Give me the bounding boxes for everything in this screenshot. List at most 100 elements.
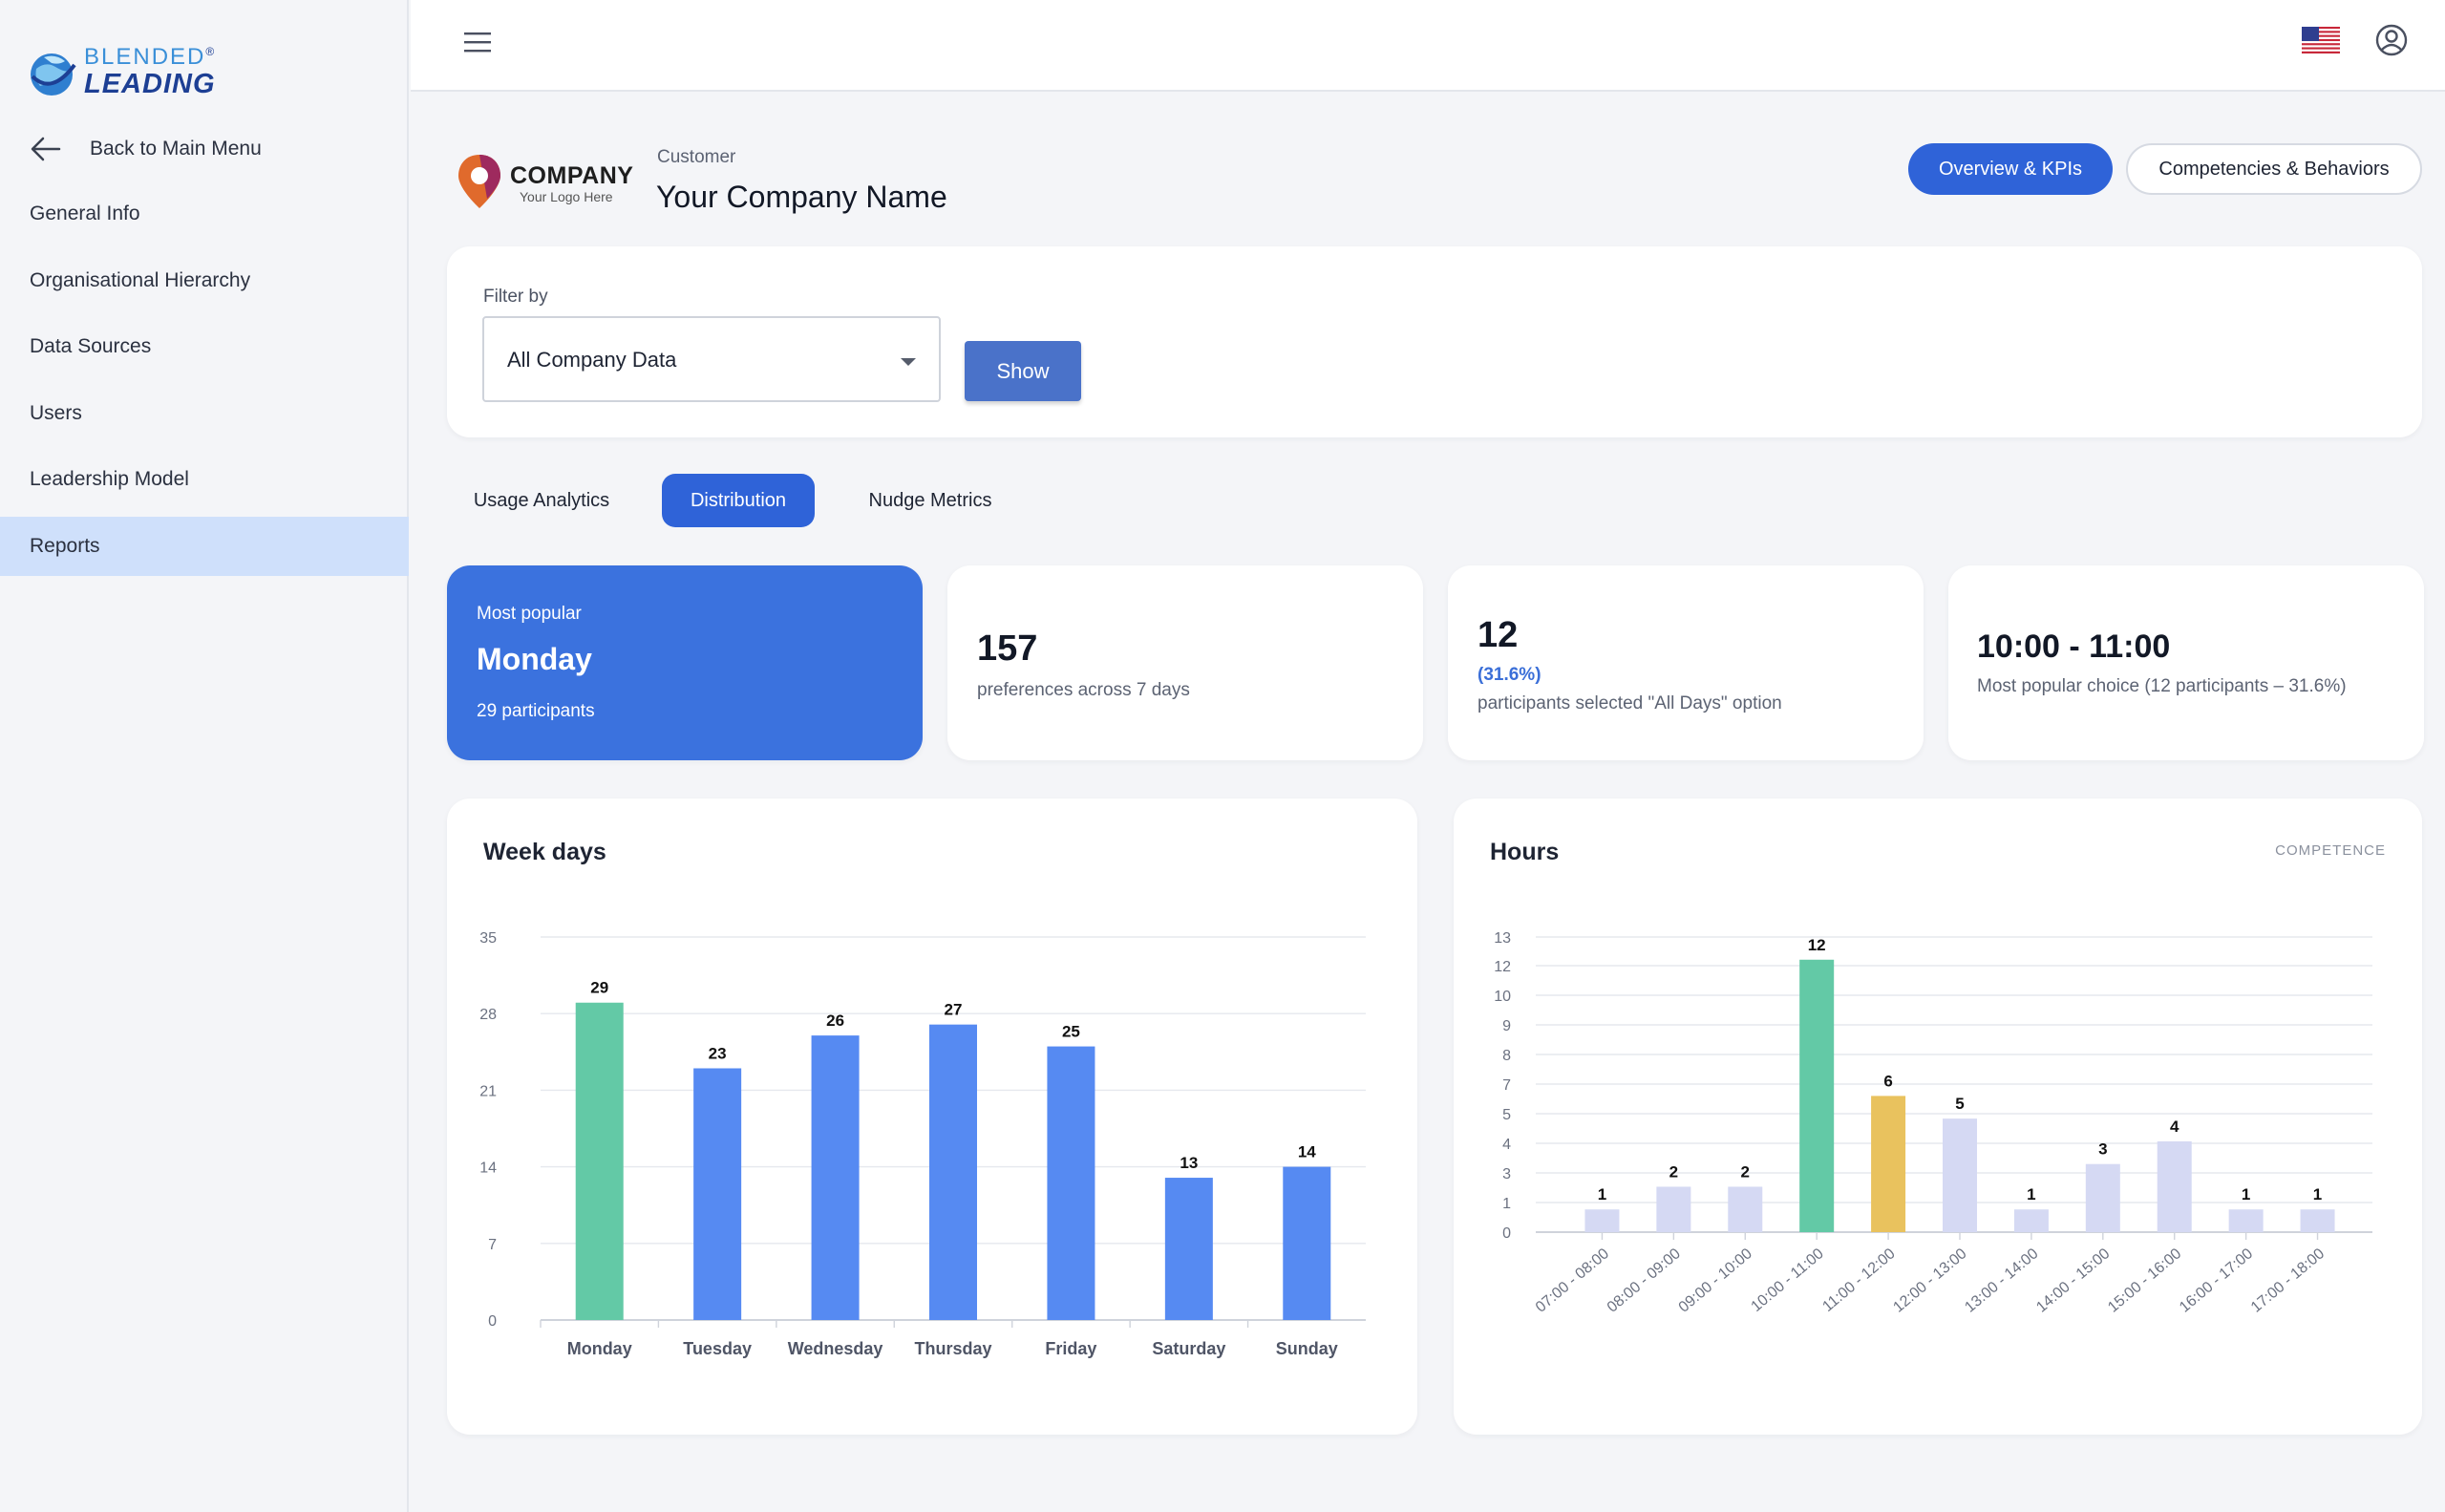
- data-label: 2: [1741, 1162, 1750, 1181]
- kpi-all-days-pct: (31.6%): [1478, 665, 1541, 685]
- bar: [1871, 1096, 1906, 1232]
- sidebar-item-data-sources[interactable]: Data Sources: [30, 335, 152, 357]
- data-label: 14: [1298, 1143, 1316, 1161]
- x-tick-label: 15:00 - 16:00: [2105, 1246, 2184, 1316]
- bar: [2300, 1209, 2335, 1232]
- x-tick-label: Saturday: [1152, 1339, 1225, 1358]
- y-tick-label: 3: [1502, 1166, 1511, 1182]
- hours-chart-card: Hours COMPETENCE 0 1 3 4 5 7 8 9 10 12 13 1 07:00 - …: [1454, 799, 2422, 1435]
- user-account-icon[interactable]: [2374, 23, 2409, 57]
- data-label: 1: [1598, 1185, 1606, 1203]
- x-tick-label: Thursday: [914, 1339, 991, 1358]
- filter-card: Filter by All Company Data Show: [447, 246, 2422, 437]
- sidebar-item-users[interactable]: Users: [30, 401, 82, 424]
- week-days-chart: 0 7 14 21 28 35 29 Monday 23 Tuesday 26 Wednesday 27…: [479, 930, 1366, 1358]
- y-tick-label: 5: [1502, 1107, 1511, 1123]
- kpi-popular-hour-sub: Most popular choice (12 participants – 3…: [1977, 676, 2347, 696]
- sidebar-nav: General Info Organisational Hierarchy Da…: [0, 184, 409, 583]
- data-label: 13: [1180, 1154, 1198, 1172]
- data-label: 1: [2027, 1185, 2035, 1203]
- company-logo-tagline: Your Logo Here: [520, 189, 613, 204]
- bar: [2013, 1209, 2049, 1232]
- y-tick-label: 8: [1502, 1048, 1511, 1064]
- filter-select[interactable]: All Company Data: [482, 316, 941, 402]
- x-tick-label: 13:00 - 14:00: [1962, 1246, 2041, 1316]
- bar: [2228, 1209, 2264, 1232]
- sidebar-item-general-info[interactable]: General Info: [30, 202, 140, 224]
- data-label: 5: [1955, 1095, 1964, 1113]
- week-days-chart-title: Week days: [483, 839, 606, 865]
- bar: [1164, 1178, 1213, 1320]
- kpi-most-popular-label: Most popular: [477, 604, 582, 624]
- show-button[interactable]: Show: [965, 341, 1081, 401]
- bar: [1656, 1186, 1691, 1232]
- kpi-preferences-sub: preferences across 7 days: [977, 680, 1190, 700]
- hamburger-menu-icon[interactable]: [462, 29, 493, 55]
- kpi-most-popular-sub: 29 participants: [477, 701, 595, 721]
- data-label: 27: [945, 1001, 963, 1019]
- data-label: 2: [1669, 1162, 1678, 1181]
- y-tick-label: 13: [1494, 930, 1511, 947]
- competence-tag: COMPETENCE: [2275, 842, 2386, 859]
- bar: [811, 1035, 860, 1320]
- y-tick-label: 7: [1502, 1077, 1511, 1094]
- bar: [693, 1068, 742, 1320]
- globe-icon: [31, 53, 76, 96]
- y-tick-label: 35: [479, 930, 497, 947]
- bar: [575, 1002, 624, 1320]
- registered-mark: ®: [205, 45, 217, 58]
- y-tick-label: 21: [479, 1083, 497, 1099]
- bar: [1584, 1209, 1620, 1232]
- logo-line2: LEADING: [84, 69, 216, 99]
- y-tick-label: 0: [1502, 1225, 1511, 1242]
- back-label: Back to Main Menu: [90, 138, 262, 160]
- back-to-main-menu-link[interactable]: Back to Main Menu: [29, 132, 262, 166]
- competencies-behaviors-button[interactable]: Competencies & Behaviors: [2126, 143, 2422, 195]
- caret-down-icon: [901, 358, 916, 366]
- week-days-chart-card: Week days 0 7 14 21 28 35 29 Monday 23 Tuesday 26 W…: [447, 799, 1417, 1435]
- logo-line1: BLENDED: [84, 44, 206, 70]
- x-tick-label: 11:00 - 12:00: [1819, 1246, 1898, 1315]
- company-name: Your Company Name: [656, 180, 947, 214]
- x-tick-label: 08:00 - 09:00: [1605, 1246, 1684, 1316]
- bar: [929, 1024, 977, 1320]
- company-logo: COMPANY Your Logo Here: [449, 145, 638, 212]
- x-tick-label: 10:00 - 11:00: [1748, 1246, 1826, 1315]
- us-flag-icon[interactable]: [2302, 27, 2340, 53]
- location-pin-icon: [458, 155, 500, 208]
- data-label: 23: [709, 1044, 727, 1062]
- x-tick-label: Wednesday: [788, 1339, 883, 1358]
- x-tick-label: Tuesday: [683, 1339, 752, 1358]
- bar: [2157, 1140, 2192, 1232]
- x-tick-label: 07:00 - 08:00: [1533, 1246, 1612, 1316]
- kpi-popular-hour-card: 10:00 - 11:00 Most popular choice (12 pa…: [1948, 565, 2424, 760]
- filter-label: Filter by: [483, 287, 548, 307]
- kpi-preferences-card: 157 preferences across 7 days: [947, 565, 1423, 760]
- data-label: 1: [2242, 1185, 2250, 1203]
- bar: [1047, 1046, 1095, 1320]
- sidebar-item-reports[interactable]: Reports: [0, 516, 409, 576]
- y-tick-label: 10: [1494, 989, 1511, 1005]
- overview-kpis-button[interactable]: Overview & KPIs: [1908, 143, 2113, 195]
- data-label: 26: [826, 1012, 844, 1030]
- y-tick-label: 9: [1502, 1018, 1511, 1034]
- blended-leading-logo[interactable]: BLENDED® LEADING: [27, 44, 214, 101]
- tab-usage-analytics[interactable]: Usage Analytics: [473, 489, 610, 511]
- bar: [2085, 1163, 2120, 1232]
- sidebar: BLENDED® LEADING Back to Main Menu Gener…: [0, 0, 409, 1512]
- y-tick-label: 14: [479, 1161, 497, 1177]
- company-logo-name: COMPANY: [510, 162, 634, 189]
- x-tick-label: 14:00 - 15:00: [2033, 1246, 2113, 1316]
- data-label: 1: [2313, 1185, 2322, 1203]
- kpi-most-popular-card: Most popular Monday 29 participants: [447, 565, 923, 760]
- tab-distribution[interactable]: Distribution: [662, 474, 815, 527]
- y-tick-label: 28: [479, 1007, 497, 1023]
- sidebar-item-leadership-model[interactable]: Leadership Model: [30, 468, 189, 490]
- kpi-preferences-value: 157: [977, 628, 1038, 669]
- topbar: [411, 0, 2445, 92]
- sidebar-item-organisational-hierarchy[interactable]: Organisational Hierarchy: [30, 268, 251, 291]
- tab-nudge-metrics[interactable]: Nudge Metrics: [868, 489, 992, 511]
- kpi-all-days-card: 12 (31.6%) participants selected "All Da…: [1448, 565, 1924, 760]
- data-label: 6: [1883, 1072, 1892, 1090]
